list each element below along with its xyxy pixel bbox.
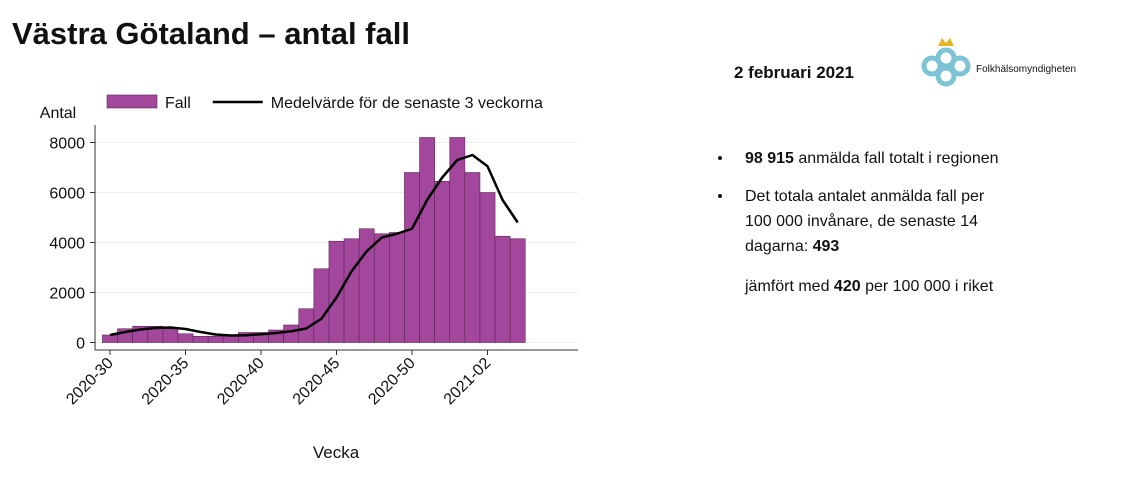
bar [494, 235, 511, 343]
bar [404, 172, 420, 343]
text-line: Det totala antalet anmälda fall per [745, 188, 985, 205]
bar [343, 238, 360, 343]
bar [328, 240, 345, 343]
slide-title: Västra Götaland – antal fall [12, 16, 410, 51]
text-segment: per 100 000 i riket [861, 278, 994, 295]
bar [283, 324, 300, 343]
logo [921, 38, 971, 87]
text-line: 98 915 anmälda fall totalt i regionen [745, 150, 999, 167]
bar [162, 328, 179, 343]
bullet [718, 156, 722, 160]
bar [389, 232, 405, 343]
x-tick-label: 2020-40 [214, 355, 268, 409]
legend-swatch [106, 94, 158, 109]
bar [102, 334, 118, 343]
x-tick-label: 2020-35 [139, 355, 193, 409]
bar [313, 268, 330, 343]
y-axis-label: Antal [40, 105, 76, 122]
bar [192, 335, 209, 343]
bullet [718, 194, 722, 198]
text-segment: anmälda fall totalt i regionen [794, 150, 999, 167]
bar [464, 172, 481, 343]
x-tick-label: 2020-30 [63, 355, 117, 409]
legend-label: Medelvärde för de senaste 3 veckorna [271, 95, 543, 112]
text-segment: dagarna: [745, 238, 813, 255]
bar [509, 238, 526, 343]
text-line: 100 000 invånare, de senaste 14 [745, 212, 978, 230]
line [109, 153, 519, 337]
date: 2 februari 2021 [734, 63, 854, 82]
text-segment: 493 [813, 238, 840, 255]
bar [373, 233, 390, 343]
bar [177, 333, 194, 343]
x-axis-label: Vecka [313, 443, 360, 462]
x-tick-label: 2021-02 [441, 355, 495, 409]
y-tick-label: 6000 [49, 186, 85, 203]
text-segment: jämfört med [744, 278, 834, 295]
text-segment: 98 915 [745, 150, 794, 167]
y-tick-label: 4000 [49, 236, 85, 253]
text-segment: Det totala antalet anmälda fall per [745, 188, 985, 205]
bar [479, 192, 496, 343]
bar [207, 335, 224, 343]
y-tick-label: 0 [76, 336, 85, 353]
text-segment: 420 [834, 278, 861, 295]
logo-text: Folkhälsomyndigheten [976, 64, 1076, 75]
bar [419, 137, 435, 343]
text-line: dagarna: 493 [745, 238, 839, 255]
bar [434, 180, 451, 343]
y-tick-label: 8000 [49, 136, 85, 153]
x-tick-label: 2020-45 [290, 355, 344, 409]
text-segment: 100 000 invånare, de senaste 14 [745, 212, 978, 230]
x-tick-label: 2020-50 [365, 355, 419, 409]
bar [449, 137, 466, 343]
text-line: jämfört med 420 per 100 000 i riket [744, 278, 994, 295]
y-tick-label: 2000 [49, 286, 85, 303]
legend-label: Fall [165, 95, 191, 112]
